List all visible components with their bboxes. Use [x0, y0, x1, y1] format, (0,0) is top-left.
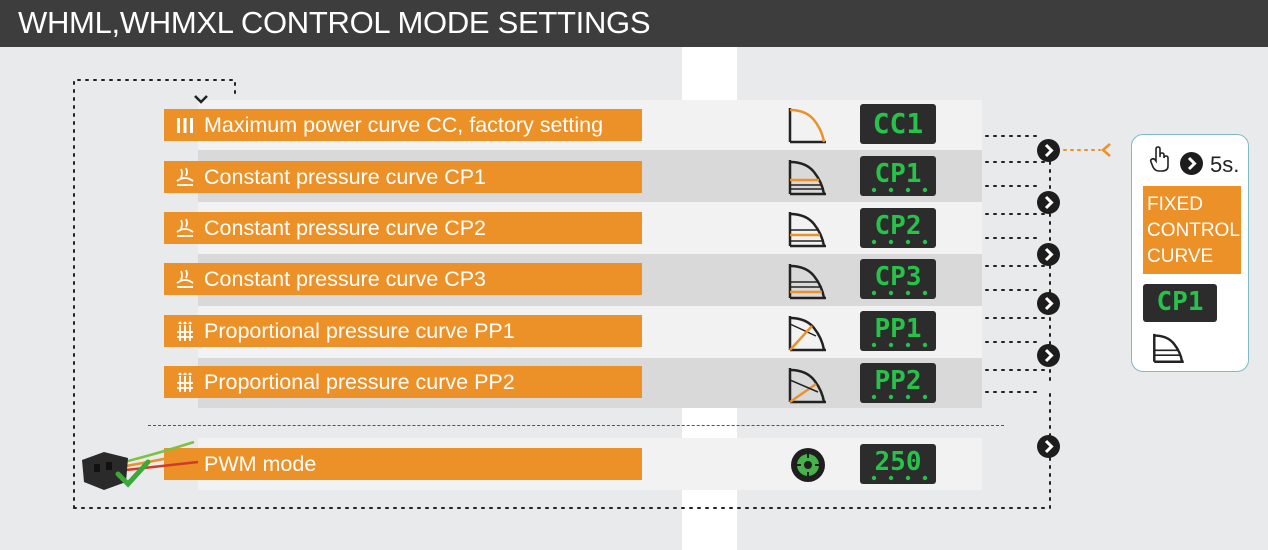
hold-time: 5s. [1210, 152, 1240, 177]
display-fixed-cp1: CP1 [1143, 284, 1217, 322]
mode-label-text: Constant pressure curve CP2 [204, 216, 487, 240]
mode-label-text: Constant pressure curve CP1 [204, 165, 487, 189]
mode-label-pp1[interactable]: Proportional pressure curve PP1 [164, 315, 642, 347]
proportional-pressure-icon [177, 372, 193, 392]
mode-label-cp1[interactable]: Constant pressure curve CP1 [164, 161, 642, 193]
next-mode-chevron-icon[interactable] [1037, 243, 1060, 266]
pwm-connector-icon [82, 440, 199, 490]
mode-label-text: Constant pressure curve CP3 [204, 267, 487, 291]
mode-label-cp3[interactable]: Constant pressure curve CP3 [164, 263, 642, 295]
display-digits: CP2 [875, 211, 922, 241]
pwm-separator-line [148, 425, 1004, 426]
display-pp2: PP2 [860, 363, 936, 403]
mode-label-text: Proportional pressure curve PP2 [204, 370, 515, 394]
pwm-dial-icon [791, 448, 825, 482]
display-digits: CP3 [875, 262, 922, 292]
display-cc: CC1 [860, 104, 936, 144]
display-digits: CP1 [875, 159, 922, 189]
constant-pressure-curve-icon [1153, 333, 1184, 363]
proportional-pressure-curve-icon [788, 316, 826, 352]
mode-label-text: Proportional pressure curve PP1 [204, 319, 515, 343]
mode-label-cc[interactable]: Maximum power curve CC, factory setting [164, 109, 642, 141]
mode-label-text: PWM mode [204, 452, 317, 476]
next-mode-chevron-icon[interactable] [1037, 191, 1060, 214]
constant-pressure-icon [176, 218, 194, 237]
page-title: WHML,WHMXL CONTROL MODE SETTINGS [18, 5, 651, 40]
next-mode-chevron-icon[interactable] [1037, 435, 1060, 458]
constant-pressure-icon [176, 269, 194, 288]
display-digits: PP1 [875, 314, 922, 344]
display-cp3: CP3 [860, 259, 936, 299]
proportional-pressure-curve-icon [788, 368, 826, 404]
fixed-control-curve-text: FIXED CONTROL CURVE [1147, 194, 1240, 267]
next-mode-chevron-icon[interactable] [1037, 139, 1060, 162]
fixed-control-curve-label: FIXED CONTROL CURVE [1143, 186, 1241, 274]
display-digits: CC1 [873, 107, 924, 140]
mode-label-pp2[interactable]: Proportional pressure curve PP2 [164, 366, 642, 398]
hand-pointer-icon [1149, 146, 1169, 172]
constant-pressure-curve-icon [788, 160, 826, 196]
bars-icon [177, 118, 193, 133]
display-pwm: 250 [860, 444, 936, 484]
display-digits: 250 [875, 447, 922, 477]
proportional-pressure-icon [177, 321, 193, 341]
mode-label-pwm[interactable]: PWM mode [164, 448, 642, 480]
header-bar: WHML,WHMXL CONTROL MODE SETTINGS [0, 0, 1268, 47]
mode-label-text: Maximum power curve CC, factory setting [204, 113, 604, 137]
display-cp2: CP2 [860, 208, 936, 248]
display-pp1: PP1 [860, 311, 936, 351]
constant-pressure-curve-icon [788, 264, 826, 300]
hold-chevron-icon [1180, 152, 1203, 175]
display-cp1: CP1 [860, 156, 936, 196]
next-mode-chevron-icon[interactable] [1037, 344, 1060, 367]
mode-label-cp2[interactable]: Constant pressure curve CP2 [164, 212, 642, 244]
next-mode-chevron-icon[interactable] [1037, 292, 1060, 315]
display-digits: PP2 [875, 366, 922, 396]
checkmark-icon [115, 459, 151, 488]
max-power-curve-icon [788, 108, 826, 144]
display-digits: CP1 [1157, 287, 1204, 317]
constant-pressure-icon [176, 167, 194, 186]
constant-pressure-curve-icon [788, 212, 826, 248]
